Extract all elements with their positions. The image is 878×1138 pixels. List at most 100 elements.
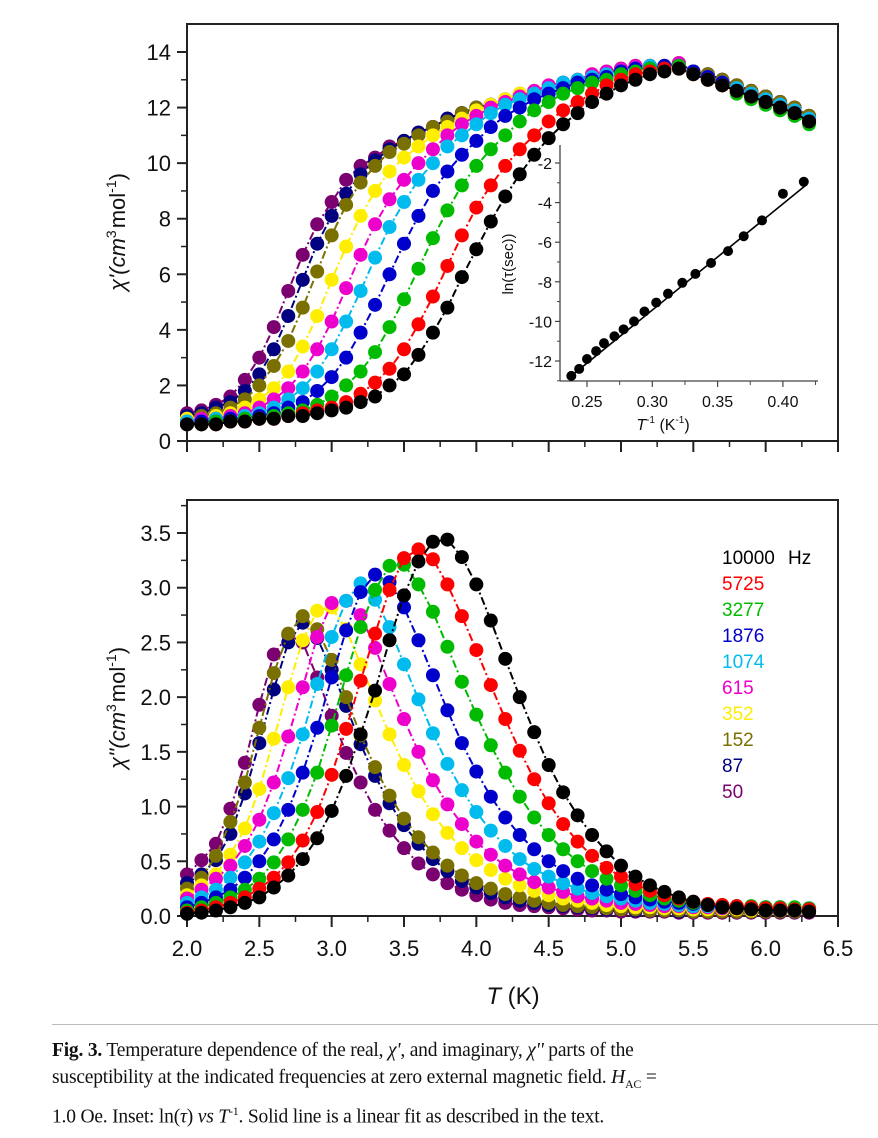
data-point [295, 833, 310, 848]
data-point [469, 158, 484, 173]
data-point [454, 128, 469, 143]
data-point [339, 186, 354, 201]
data-point [614, 78, 628, 93]
data-point [324, 389, 339, 404]
data-point [237, 855, 252, 870]
data-point [353, 395, 368, 410]
inset-data-point [651, 297, 662, 308]
data-point [281, 283, 296, 298]
data-point [498, 810, 513, 825]
data-point [469, 117, 484, 132]
x-tick-label: 5.0 [606, 936, 637, 961]
data-point [353, 247, 368, 262]
legend-entry: 1074 [722, 652, 765, 673]
data-point [483, 847, 498, 862]
data-point [744, 89, 759, 104]
data-point [570, 95, 585, 110]
data-point [556, 117, 571, 132]
inset-data-point [639, 306, 650, 317]
x-tick-label: 6.0 [750, 936, 781, 961]
data-point [469, 643, 484, 658]
data-point [454, 147, 469, 162]
data-point [368, 640, 383, 655]
chi-imag-panel: 0.0 0.5 1.0 1.5 2.0 2.5 3.0 3.5 2.0 2.5 3.0 3.5 4.0… [103, 499, 853, 1010]
data-point [368, 626, 383, 641]
y-tick-label: 12 [147, 96, 171, 121]
y-tick-label: 2.5 [140, 630, 171, 655]
data-point [339, 623, 354, 638]
data-point [180, 417, 194, 432]
data-point [570, 81, 585, 96]
data-point [208, 848, 223, 863]
data-point [425, 867, 440, 882]
data-point [454, 817, 469, 832]
data-point [295, 852, 310, 867]
data-point [454, 270, 469, 285]
data-point [194, 853, 209, 868]
data-point [339, 690, 354, 705]
data-point [599, 86, 614, 101]
inset-y-tick-label: -2 [538, 156, 552, 173]
data-point [237, 821, 252, 836]
data-point [382, 558, 397, 573]
data-point [729, 83, 744, 98]
data-point [425, 726, 440, 741]
data-point [498, 97, 513, 112]
data-point [281, 802, 296, 817]
data-point [570, 871, 585, 886]
data-point [310, 406, 325, 421]
figure-label: Fig. 3. [52, 1040, 103, 1061]
data-point [411, 156, 426, 171]
data-point [541, 869, 556, 884]
data-point [353, 775, 368, 790]
series-line [186, 64, 810, 426]
data-point [353, 283, 368, 298]
data-point [454, 736, 469, 751]
data-point [541, 114, 556, 129]
data-point [425, 773, 440, 788]
data-point [469, 577, 484, 592]
data-point [266, 870, 281, 885]
x-axis-label: T (K) [486, 983, 539, 1010]
data-point [266, 855, 281, 870]
data-point [382, 633, 397, 648]
data-point [324, 670, 339, 685]
data-point [425, 156, 440, 171]
data-point [281, 771, 296, 786]
x-tick-label: 2.5 [244, 936, 275, 961]
data-point [440, 128, 455, 143]
data-point [382, 823, 397, 838]
data-point [295, 727, 310, 742]
data-point [223, 801, 238, 816]
inset-y-tick-label: -12 [529, 354, 552, 371]
data-point [411, 784, 426, 799]
inset-ticks: 0.25 0.30 0.35 0.40 -2 -4 -6 -8 -10 -12 [529, 156, 817, 411]
inset-x-tick-label: 0.25 [571, 394, 602, 411]
data-point [787, 106, 802, 121]
data-point [180, 906, 194, 921]
data-point [397, 150, 411, 165]
legend-entry: 615 [722, 678, 754, 699]
data-point [483, 678, 498, 693]
data-point [194, 417, 209, 432]
chi-imag-series [180, 532, 817, 921]
data-point [237, 895, 252, 910]
data-point [556, 864, 571, 879]
data-point [469, 242, 484, 257]
data-point [425, 231, 440, 246]
data-point [382, 788, 397, 803]
data-point [483, 613, 498, 628]
x-tick-label: 3.0 [316, 936, 347, 961]
data-point [512, 114, 527, 129]
data-point [252, 782, 267, 797]
data-point [469, 834, 484, 849]
series-line [187, 62, 810, 420]
data-point [773, 903, 788, 918]
y-tick-label: 3.5 [140, 521, 171, 546]
data-point [324, 803, 339, 818]
y-tick-label: 1.0 [140, 795, 171, 820]
inset-data-point [574, 363, 585, 374]
data-point [266, 381, 281, 396]
data-point [512, 867, 527, 882]
legend-entry: 5725 [722, 574, 764, 595]
